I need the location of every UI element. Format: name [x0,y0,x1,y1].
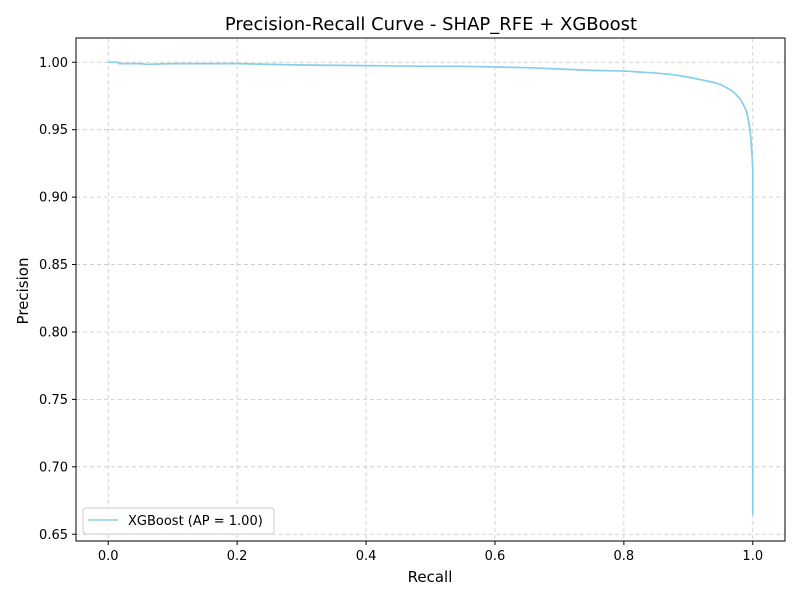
x-tick-label: 0.4 [356,549,377,564]
y-tick-label: 0.80 [39,325,68,340]
legend-label: XGBoost (AP = 1.00) [128,514,263,529]
y-tick-label: 1.00 [39,56,68,71]
labels: Precision-Recall Curve - SHAP_RFE + XGBo… [14,14,637,586]
axes: 0.0 0.2 0.4 0.6 0.8 1.0 0.65 0.70 0.75 0.80 0.85 0.… [39,37,786,564]
x-axis-title: Recall [408,568,453,586]
x-tick-label: 0.0 [98,549,119,564]
y-tick-label: 0.85 [39,258,68,273]
x-tick-label: 0.6 [485,549,506,564]
grid [76,38,785,541]
chart-title: Precision-Recall Curve - SHAP_RFE + XGBo… [225,14,637,35]
legend-box [82,507,275,535]
y-tick-label: 0.65 [39,528,68,543]
y-tick-label: 0.75 [39,393,68,408]
x-tick-label: 0.8 [614,549,635,564]
x-tick-label: 1.0 [742,549,763,564]
y-tick-label: 0.90 [39,191,68,206]
series-layer [108,61,754,516]
y-axis-title: Precision [14,258,32,325]
pr-curve-line [108,61,754,516]
y-tick-label: 0.95 [39,123,68,138]
plot-frame [75,37,786,542]
legend: XGBoost (AP = 1.00) [82,507,275,535]
y-tick-label: 0.70 [39,460,68,475]
x-tick-label: 0.2 [227,549,248,564]
